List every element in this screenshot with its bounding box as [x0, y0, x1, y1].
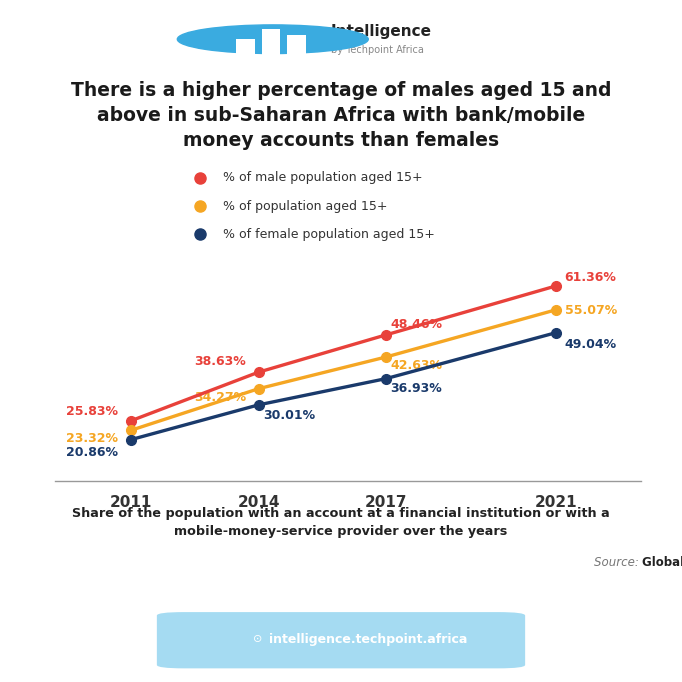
- Text: 42.63%: 42.63%: [390, 359, 443, 372]
- Bar: [287, 35, 306, 55]
- Text: 48.46%: 48.46%: [390, 318, 443, 331]
- Text: 36.93%: 36.93%: [390, 383, 442, 396]
- FancyBboxPatch shape: [157, 612, 525, 668]
- Text: ⊙: ⊙: [253, 634, 263, 644]
- Text: 61.36%: 61.36%: [565, 271, 617, 284]
- Text: Intelligence: Intelligence: [331, 24, 432, 39]
- Circle shape: [177, 25, 368, 53]
- Text: Share of the population with an account at a financial institution or with a
mob: Share of the population with an account …: [72, 507, 610, 538]
- Text: There is a higher percentage of males aged 15 and
above in sub-Saharan Africa wi: There is a higher percentage of males ag…: [71, 81, 611, 151]
- Text: intelligence.techpoint.africa: intelligence.techpoint.africa: [269, 633, 468, 646]
- Text: Global Findex Database: Global Findex Database: [642, 557, 682, 569]
- Text: % of female population aged 15+: % of female population aged 15+: [223, 228, 434, 241]
- Text: 34.27%: 34.27%: [194, 391, 246, 404]
- Text: Source:: Source:: [593, 557, 642, 569]
- Text: 23.32%: 23.32%: [66, 432, 118, 445]
- Text: % of population aged 15+: % of population aged 15+: [223, 200, 387, 213]
- Text: 30.01%: 30.01%: [263, 409, 315, 421]
- Text: 20.86%: 20.86%: [66, 447, 118, 460]
- Bar: [236, 39, 255, 55]
- Text: by Techpoint Africa: by Techpoint Africa: [331, 46, 424, 55]
- Text: 38.63%: 38.63%: [194, 355, 246, 368]
- Bar: [262, 29, 280, 55]
- Text: % of male population aged 15+: % of male population aged 15+: [223, 171, 422, 184]
- Text: 25.83%: 25.83%: [66, 404, 118, 417]
- Text: 49.04%: 49.04%: [565, 338, 617, 351]
- Text: 55.07%: 55.07%: [565, 304, 617, 317]
